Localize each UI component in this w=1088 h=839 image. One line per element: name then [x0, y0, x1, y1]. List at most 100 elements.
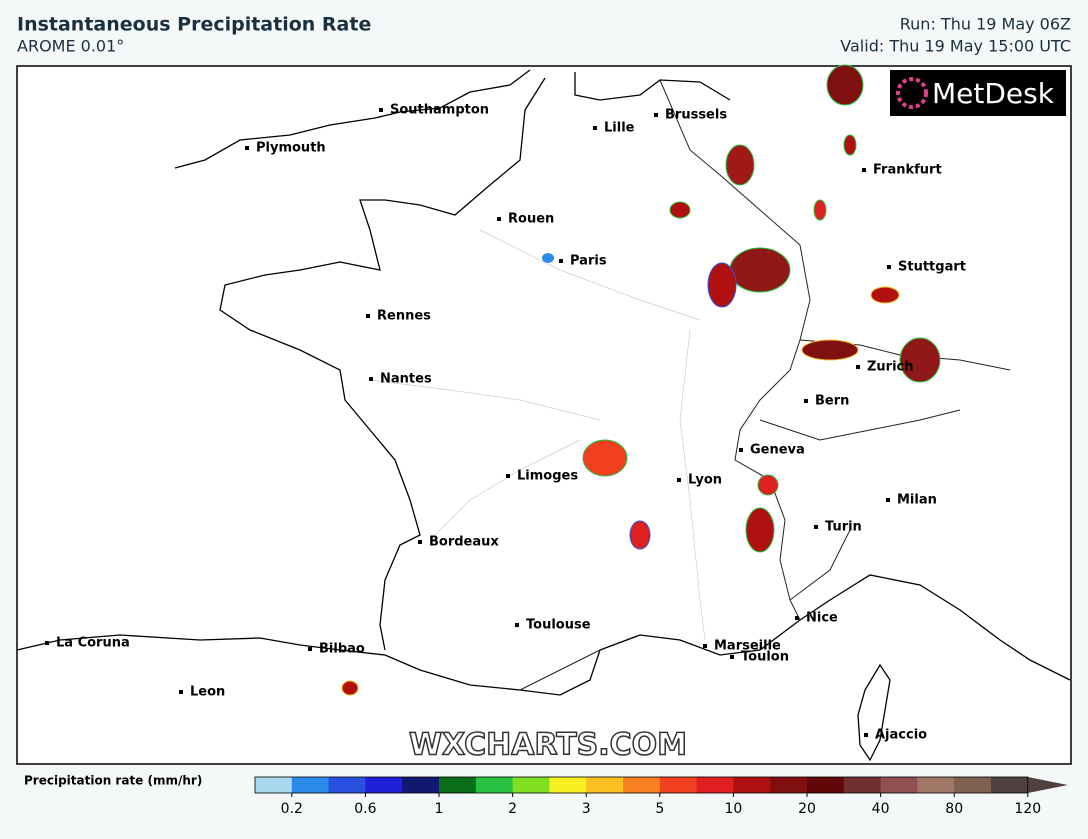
legend-swatch [475, 777, 514, 793]
legend-swatch [991, 777, 1029, 793]
legend-tick-label: 3 [582, 801, 591, 817]
legend-swatch [365, 777, 403, 793]
city-label: Marseille [714, 639, 781, 654]
legend-swatch [328, 777, 366, 793]
legend-swatch [659, 777, 698, 793]
city-label: Milan [897, 493, 937, 508]
city-marker [418, 540, 422, 544]
legend-swatch [696, 777, 734, 793]
logo: MetDesk [932, 77, 1055, 110]
city-marker [795, 616, 799, 620]
city-marker [856, 365, 860, 369]
legend-swatch [880, 777, 918, 793]
city-marker [245, 146, 249, 150]
logo-box [890, 70, 1066, 116]
legend-tick-label: 20 [798, 801, 816, 817]
city-label: Bilbao [319, 642, 365, 657]
city-label: Frankfurt [873, 163, 942, 178]
legend-tick-label: 1 [435, 801, 444, 817]
legend-swatch [439, 777, 477, 793]
city-marker [887, 265, 891, 269]
legend-swatch [843, 777, 882, 793]
city-label: Zurich [867, 360, 914, 375]
city-label: Nantes [380, 372, 432, 387]
city-marker [864, 733, 868, 737]
city-label: Brussels [665, 108, 727, 123]
city-marker [703, 644, 707, 648]
city-marker [814, 525, 818, 529]
legend-swatch [549, 777, 587, 793]
legend-tick-label: 120 [1014, 801, 1041, 817]
run-time: Run: Thu 19 May 06Z [900, 15, 1071, 34]
watermark: WXCHARTS.COM [409, 728, 687, 763]
city-marker [515, 623, 519, 627]
city-marker [654, 113, 658, 117]
legend-tick-label: 10 [724, 801, 742, 817]
legend: 0.2 0.6 1 2 3 5 10 20 40 80 120 [254, 776, 1068, 817]
legend-swatch [733, 777, 771, 793]
city-label: Rennes [377, 309, 431, 324]
city-marker [45, 641, 49, 645]
title: Instantaneous Precipitation Rate [17, 14, 371, 36]
city-label: Southampton [390, 103, 489, 118]
city-label: La Coruna [56, 636, 130, 651]
city-label: Plymouth [256, 141, 326, 156]
city-label: Ajaccio [875, 728, 927, 743]
legend-tick-label: 0.2 [281, 801, 303, 817]
legend-swatch [255, 777, 293, 793]
legend-swatch [807, 777, 845, 793]
legend-swatch [402, 777, 440, 793]
legend-swatch [291, 777, 330, 793]
city-marker [886, 498, 890, 502]
city-label: Bern [815, 394, 849, 409]
city-label: Leon [190, 685, 225, 700]
city-label: Toulouse [526, 618, 591, 633]
city-labels: Southampton Plymouth Lille Brussels Frankfur… [45, 103, 966, 743]
legend-tick-label: 0.6 [354, 801, 376, 817]
city-marker [730, 655, 734, 659]
legend-swatch [586, 777, 624, 793]
city-label: Stuttgart [898, 260, 966, 275]
city-label: Geneva [750, 443, 805, 458]
legend-swatch [917, 777, 955, 793]
city-label: Paris [570, 254, 607, 269]
precipitation [341, 64, 941, 696]
uk-coast [174, 69, 531, 169]
city-marker [862, 168, 866, 172]
legend-swatch [954, 777, 992, 793]
legend-arrow [1027, 777, 1068, 793]
city-label: Lyon [688, 473, 722, 488]
city-label: Bordeaux [429, 535, 499, 550]
city-marker [506, 474, 510, 478]
city-marker [593, 126, 597, 130]
map-frame [16, 65, 1072, 765]
city-label: Nice [806, 611, 838, 626]
city-marker [739, 448, 743, 452]
map: Southampton Plymouth Lille Brussels Frankfur… [16, 64, 1072, 765]
city-label: Limoges [517, 469, 578, 484]
legend-swatch [512, 777, 550, 793]
legend-title: Precipitation rate (mm/hr) [24, 774, 202, 788]
logo-icon [896, 77, 928, 109]
subtitle: AROME 0.01° [17, 37, 124, 56]
rivers [369, 229, 706, 641]
legend-tick-label: 40 [872, 801, 890, 817]
france-coast [219, 72, 731, 651]
legend-tick-label: 2 [508, 801, 517, 817]
city-marker [379, 108, 383, 112]
valid-time: Valid: Thu 19 May 15:00 UTC [840, 37, 1071, 56]
city-marker [369, 377, 373, 381]
legend-tick-label: 5 [655, 801, 664, 817]
city-label: Toulon [741, 650, 789, 665]
city-marker [308, 647, 312, 651]
legend-swatch [623, 777, 661, 793]
city-marker [497, 217, 501, 221]
city-marker [804, 399, 808, 403]
city-label: Turin [825, 520, 862, 535]
city-label: Rouen [508, 212, 554, 227]
corsica [857, 663, 891, 762]
city-marker [179, 690, 183, 694]
city-label: Lille [604, 121, 635, 136]
legend-swatch [770, 777, 808, 793]
